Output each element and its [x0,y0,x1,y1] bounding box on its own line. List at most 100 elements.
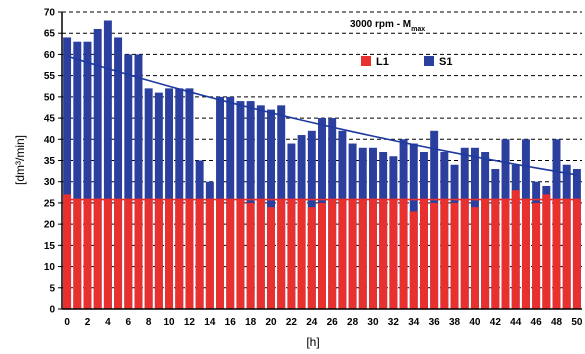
bar-s1-2 [83,41,92,309]
y-axis-title: [dm³/min] [13,135,27,185]
legend-label-l1: L1 [376,56,389,68]
bar-l1-10 [165,198,174,309]
bar-l1-19 [256,198,265,309]
x-tick-label-50: 50 [571,317,583,328]
x-tick-label-32: 32 [388,317,400,328]
bar-l1-9 [154,198,163,309]
bar-l1-24 [307,207,316,309]
bar-l1-4 [103,198,112,309]
bar-l1-33 [399,198,408,309]
bar-l1-37 [440,198,449,309]
bar-l1-1 [73,198,82,309]
bar-l1-13 [195,198,204,309]
bar-l1-27 [338,198,347,309]
bar-l1-34 [409,211,418,309]
bar-l1-30 [369,198,377,309]
y-tick-label-5: 5 [49,283,55,294]
x-tick-label-12: 12 [184,317,196,328]
y-tick-label-45: 45 [44,114,56,125]
bar-s1-7 [134,54,143,309]
x-tick-label-24: 24 [306,317,318,328]
bar-l1-32 [389,198,398,309]
x-axis-title: [h] [306,335,319,349]
bar-l1-18 [246,202,255,309]
x-tick-label-26: 26 [327,317,339,328]
legend-swatch-s1 [424,56,434,66]
bar-s1-3 [93,28,102,309]
x-tick-label-18: 18 [245,317,257,328]
y-tick-label-25: 25 [44,198,56,209]
y-tick-label-55: 55 [44,71,56,82]
bar-l1-21 [277,198,286,309]
legend-label-s1: S1 [439,56,452,68]
bar-l1-26 [328,198,337,309]
bar-l1-47 [542,194,551,309]
bar-l1-42 [491,198,500,309]
y-tick-label-15: 15 [44,241,56,252]
x-tick-labels: 0 2 4 6 8 10 12 14 16 18 20 22 24 26 28 30 32 34 36 38 40 42 4… [64,317,583,328]
y-tick-label-40: 40 [44,135,56,146]
x-tick-label-14: 14 [204,317,216,328]
bar-l1-43 [501,198,510,309]
x-tick-label-36: 36 [429,317,441,328]
bar-l1-12 [185,198,194,309]
bar-l1-49 [562,198,571,309]
x-tick-label-16: 16 [225,317,237,328]
y-tick-label-0: 0 [49,305,55,316]
bar-l1-17 [236,198,245,309]
bar-l1-23 [297,198,306,309]
x-tick-label-38: 38 [449,317,461,328]
bar-l1-5 [114,198,123,309]
x-tick-label-42: 42 [490,317,502,328]
y-tick-label-30: 30 [44,177,56,188]
bar-l1-50 [572,198,581,309]
bar-l1-8 [144,198,153,309]
bar-l1-36 [430,202,439,309]
bar-l1-41 [481,198,490,309]
y-tick-label-10: 10 [44,262,56,273]
x-tick-label-48: 48 [551,317,563,328]
bar-l1-29 [358,198,367,309]
y-tick-label-35: 35 [44,156,56,167]
bar-s1-6 [124,54,133,309]
x-tick-label-44: 44 [510,317,522,328]
x-tick-label-6: 6 [125,317,131,328]
x-tick-label-22: 22 [286,317,298,328]
bar-s1-1 [73,41,82,309]
x-tick-label-8: 8 [146,317,152,328]
bar-l1-22 [287,198,296,309]
x-tick-label-10: 10 [163,317,175,328]
bar-l1-11 [175,198,184,309]
bar-l1-6 [124,198,133,309]
x-tick-label-20: 20 [265,317,277,328]
x-tick-label-46: 46 [531,317,543,328]
y-tick-label-65: 65 [44,29,56,40]
trendlines [66,55,578,201]
bar-l1-25 [318,202,326,309]
x-tick-label-2: 2 [85,317,91,328]
bar-l1-14 [205,198,214,309]
trendline-s1 [66,55,578,176]
annotation: 3000 rpm - Mmax [350,19,425,33]
bar-l1-31 [379,198,388,309]
bars [63,20,581,309]
legend: L1 S1 [361,56,452,68]
bar-l1-7 [134,198,143,309]
bar-l1-2 [83,198,92,309]
bar-l1-28 [348,198,357,309]
x-tick-label-4: 4 [105,317,111,328]
axes [58,11,582,310]
bar-l1-3 [93,198,102,309]
bar-l1-0 [63,194,72,309]
bar-l1-16 [226,198,235,309]
x-tick-label-28: 28 [347,317,359,328]
bar-l1-45 [521,198,530,309]
x-tick-label-34: 34 [408,317,420,328]
bar-s1-5 [114,37,123,309]
x-tick-label-40: 40 [469,317,481,328]
bar-l1-44 [511,190,520,309]
y-tick-labels: 0 5 10 15 20 25 30 35 40 45 50 55 60 65 70 [44,8,56,316]
y-tick-label-60: 60 [44,50,56,61]
y-tick-label-70: 70 [44,8,56,19]
